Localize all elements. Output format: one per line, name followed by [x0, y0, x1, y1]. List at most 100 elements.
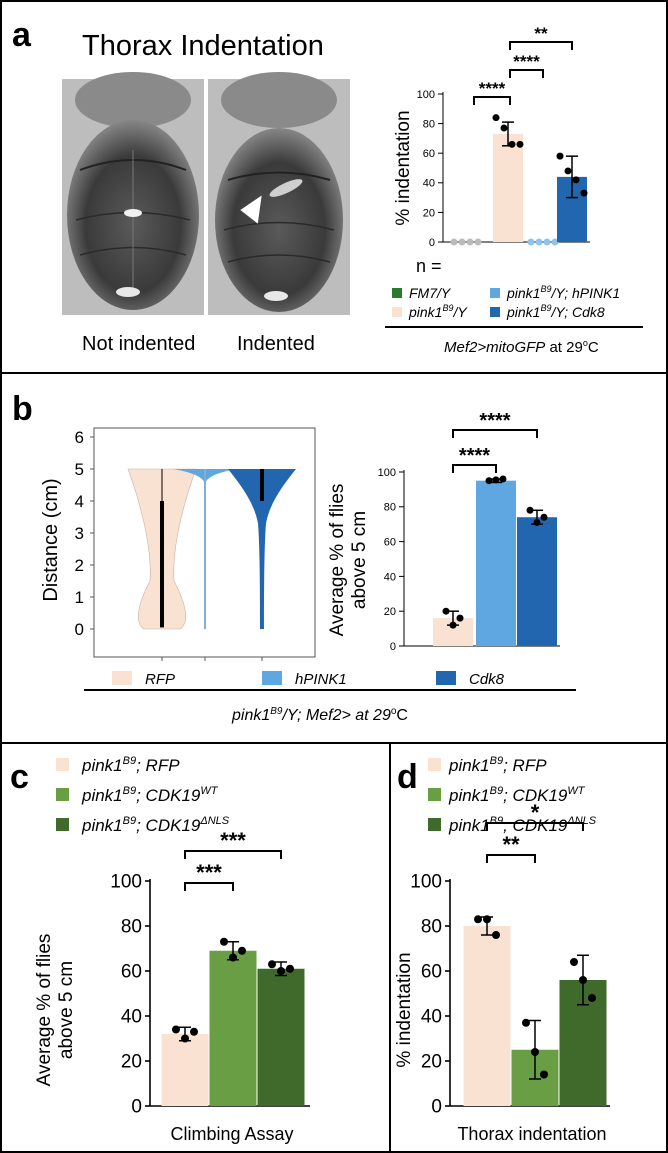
chart-d-point-0-0	[474, 915, 482, 924]
chart-c-bar-0	[161, 1034, 209, 1106]
chart-c-sig-label-1: ***	[220, 828, 246, 853]
chart-d-ytick-label: 20	[421, 1052, 442, 1073]
chart-c-ylabel-line1: Average % of flies	[34, 934, 55, 1087]
panel-c-letter: c	[10, 758, 29, 796]
chart-b-violin-ytick-label: 1	[75, 588, 84, 607]
chart-a-point-1-3	[516, 140, 524, 148]
chart-d-ytick-label: 80	[421, 917, 442, 938]
chart-b-bar-ylabel-line1: Average % of flies	[327, 484, 348, 637]
chart-c-point-1-0	[220, 937, 228, 946]
chart-b-bar-bar-1	[476, 480, 516, 646]
fly-image-not-indented	[62, 72, 204, 315]
legend-d-entry-1: pink1B9; CDK19WT	[448, 785, 586, 805]
legend-c-entry-0: pink1B9; RFP	[81, 755, 180, 775]
chart-a-ytick-label: 100	[417, 89, 435, 101]
chart-b-bar-sig-bracket-0	[452, 464, 497, 473]
chart-b-bar-ytick-label: 80	[384, 502, 396, 514]
chart-c-point-2-0	[268, 960, 276, 969]
chart-d-point-1-0	[522, 1018, 530, 1027]
chart-c-sig-bracket-0	[184, 882, 234, 891]
chart-b-bar-ytick-label: 100	[378, 467, 396, 479]
chart-d-sig-label-0: **	[502, 832, 520, 857]
chart-b-bar-point-0-1	[449, 621, 457, 629]
chart-b-bar-ytick-label: 0	[390, 641, 396, 653]
image-label-not-indented: Not indented	[82, 333, 195, 355]
chart-c-point-1-2	[238, 946, 246, 955]
chart-b-violin: 0 1 2 3 4 5 6	[75, 428, 296, 661]
chart-b-bar-point-1-0	[485, 477, 493, 485]
chart-c-ylabel-line2: above 5 cm	[56, 961, 77, 1059]
chart-d-point-1-2	[540, 1070, 548, 1079]
chart-c-ytick-label: 40	[121, 1007, 142, 1028]
chart-b-violin-ytick-label: 2	[75, 556, 84, 575]
legend-a-swatch-1	[490, 288, 500, 298]
chart-b-bar-ylabel-line2: above 5 cm	[349, 511, 370, 609]
legend-d: pink1B9; RFP pink1B9; CDK19WT pink1B9; C…	[428, 755, 597, 835]
chart-a-point-3-3	[580, 189, 588, 197]
chart-b-bar-point-2-2	[540, 513, 548, 521]
chart-b-violin-ytick-label: 5	[75, 460, 84, 479]
chart-d-sig-label-1: *	[531, 800, 540, 825]
chart-d-bar-0	[463, 926, 511, 1106]
chart-d-sig-bracket-0	[486, 854, 536, 863]
chart-b-bar-ytick-label: 20	[384, 606, 396, 618]
chart-c-point-2-1	[277, 967, 285, 975]
chart-a-sig-bracket-0	[473, 96, 511, 105]
legend-a-swatch-3	[490, 307, 500, 317]
chart-c: 0 20 40 60 80 100 *** ***	[110, 828, 310, 1118]
chart-a-point-3-0	[556, 152, 564, 160]
chart-a-point-0-0	[450, 238, 458, 246]
image-label-indented: Indented	[237, 333, 315, 355]
chart-d-ytick-label: 60	[421, 962, 442, 983]
chart-c-point-1-1	[229, 953, 237, 962]
chart-c-sig-bracket-1	[184, 850, 282, 859]
chart-c-bar-2	[257, 968, 305, 1106]
chart-b-violin-ylabel: Distance (cm)	[40, 478, 62, 601]
chart-c-sig-label-0: ***	[196, 860, 222, 885]
panel-b-letter: b	[12, 390, 33, 428]
chart-d-ylabel: % indentation	[394, 952, 415, 1067]
panel-c-frame	[0, 742, 391, 1153]
legend-b: RFP hPINK1 Cdk8 pink1B9/Y; Mef2> at 29oC	[84, 671, 576, 724]
chart-a-sig-label-0: ****	[479, 79, 506, 98]
chart-b-violin-ytick-label: 6	[75, 428, 84, 447]
legend-c: pink1B9; RFP pink1B9; CDK19WT pink1B9; C…	[56, 755, 230, 835]
chart-a-point-3-1	[564, 167, 572, 175]
chart-d-point-0-1	[483, 915, 491, 924]
legend-b-label-1: hPINK1	[295, 671, 347, 688]
legend-a-entry-1: pink1B9/Y; hPINK1	[506, 284, 620, 301]
chart-a-point-2-3	[551, 238, 559, 246]
chart-c-bar-1	[209, 950, 257, 1106]
chart-a-point-2-0	[527, 238, 535, 246]
chart-b-violin-ytick-label: 3	[75, 524, 84, 543]
chart-a-ylabel: % indentation	[393, 110, 414, 225]
legend-c-swatch-1	[56, 788, 69, 801]
legend-b-swatch-2	[436, 671, 456, 685]
chart-b-bar-ytick-label: 60	[384, 536, 396, 548]
chart-a-ytick-label: 80	[423, 118, 435, 130]
chart-d-ytick-label: 0	[431, 1097, 442, 1118]
chart-a-sig-bracket-1	[509, 69, 544, 78]
chart-c-ytick-label: 0	[131, 1097, 142, 1118]
chart-a-point-2-1	[535, 238, 543, 246]
chart-a-point-2-2	[543, 238, 551, 246]
panel-b-condition: pink1B9/Y; Mef2> at 29oC	[231, 706, 408, 724]
chart-d-point-1-1	[531, 1048, 539, 1056]
chart-a-ytick-label: 20	[423, 207, 435, 219]
legend-c-swatch-0	[56, 758, 69, 771]
chart-b-bar-bar-2	[517, 517, 557, 646]
chart-a-sig-bracket-2	[509, 41, 573, 50]
chart-c-point-0-2	[190, 1027, 198, 1036]
chart-a-sig-label-1: ****	[513, 52, 540, 71]
legend-b-label-2: Cdk8	[469, 671, 505, 688]
chart-d-sig-bracket-1	[486, 822, 584, 831]
legend-d-entry-2: pink1B9; CDK19ΔNLS	[448, 815, 597, 835]
chart-a-point-1-1	[500, 124, 508, 132]
legend-d-swatch-2	[428, 818, 441, 831]
chart-c-ytick-label: 100	[110, 872, 142, 893]
chart-a-point-0-1	[458, 238, 466, 246]
chart-d-point-2-2	[588, 994, 596, 1002]
chart-a-point-1-2	[508, 140, 516, 148]
chart-a-point-1-0	[492, 114, 500, 122]
